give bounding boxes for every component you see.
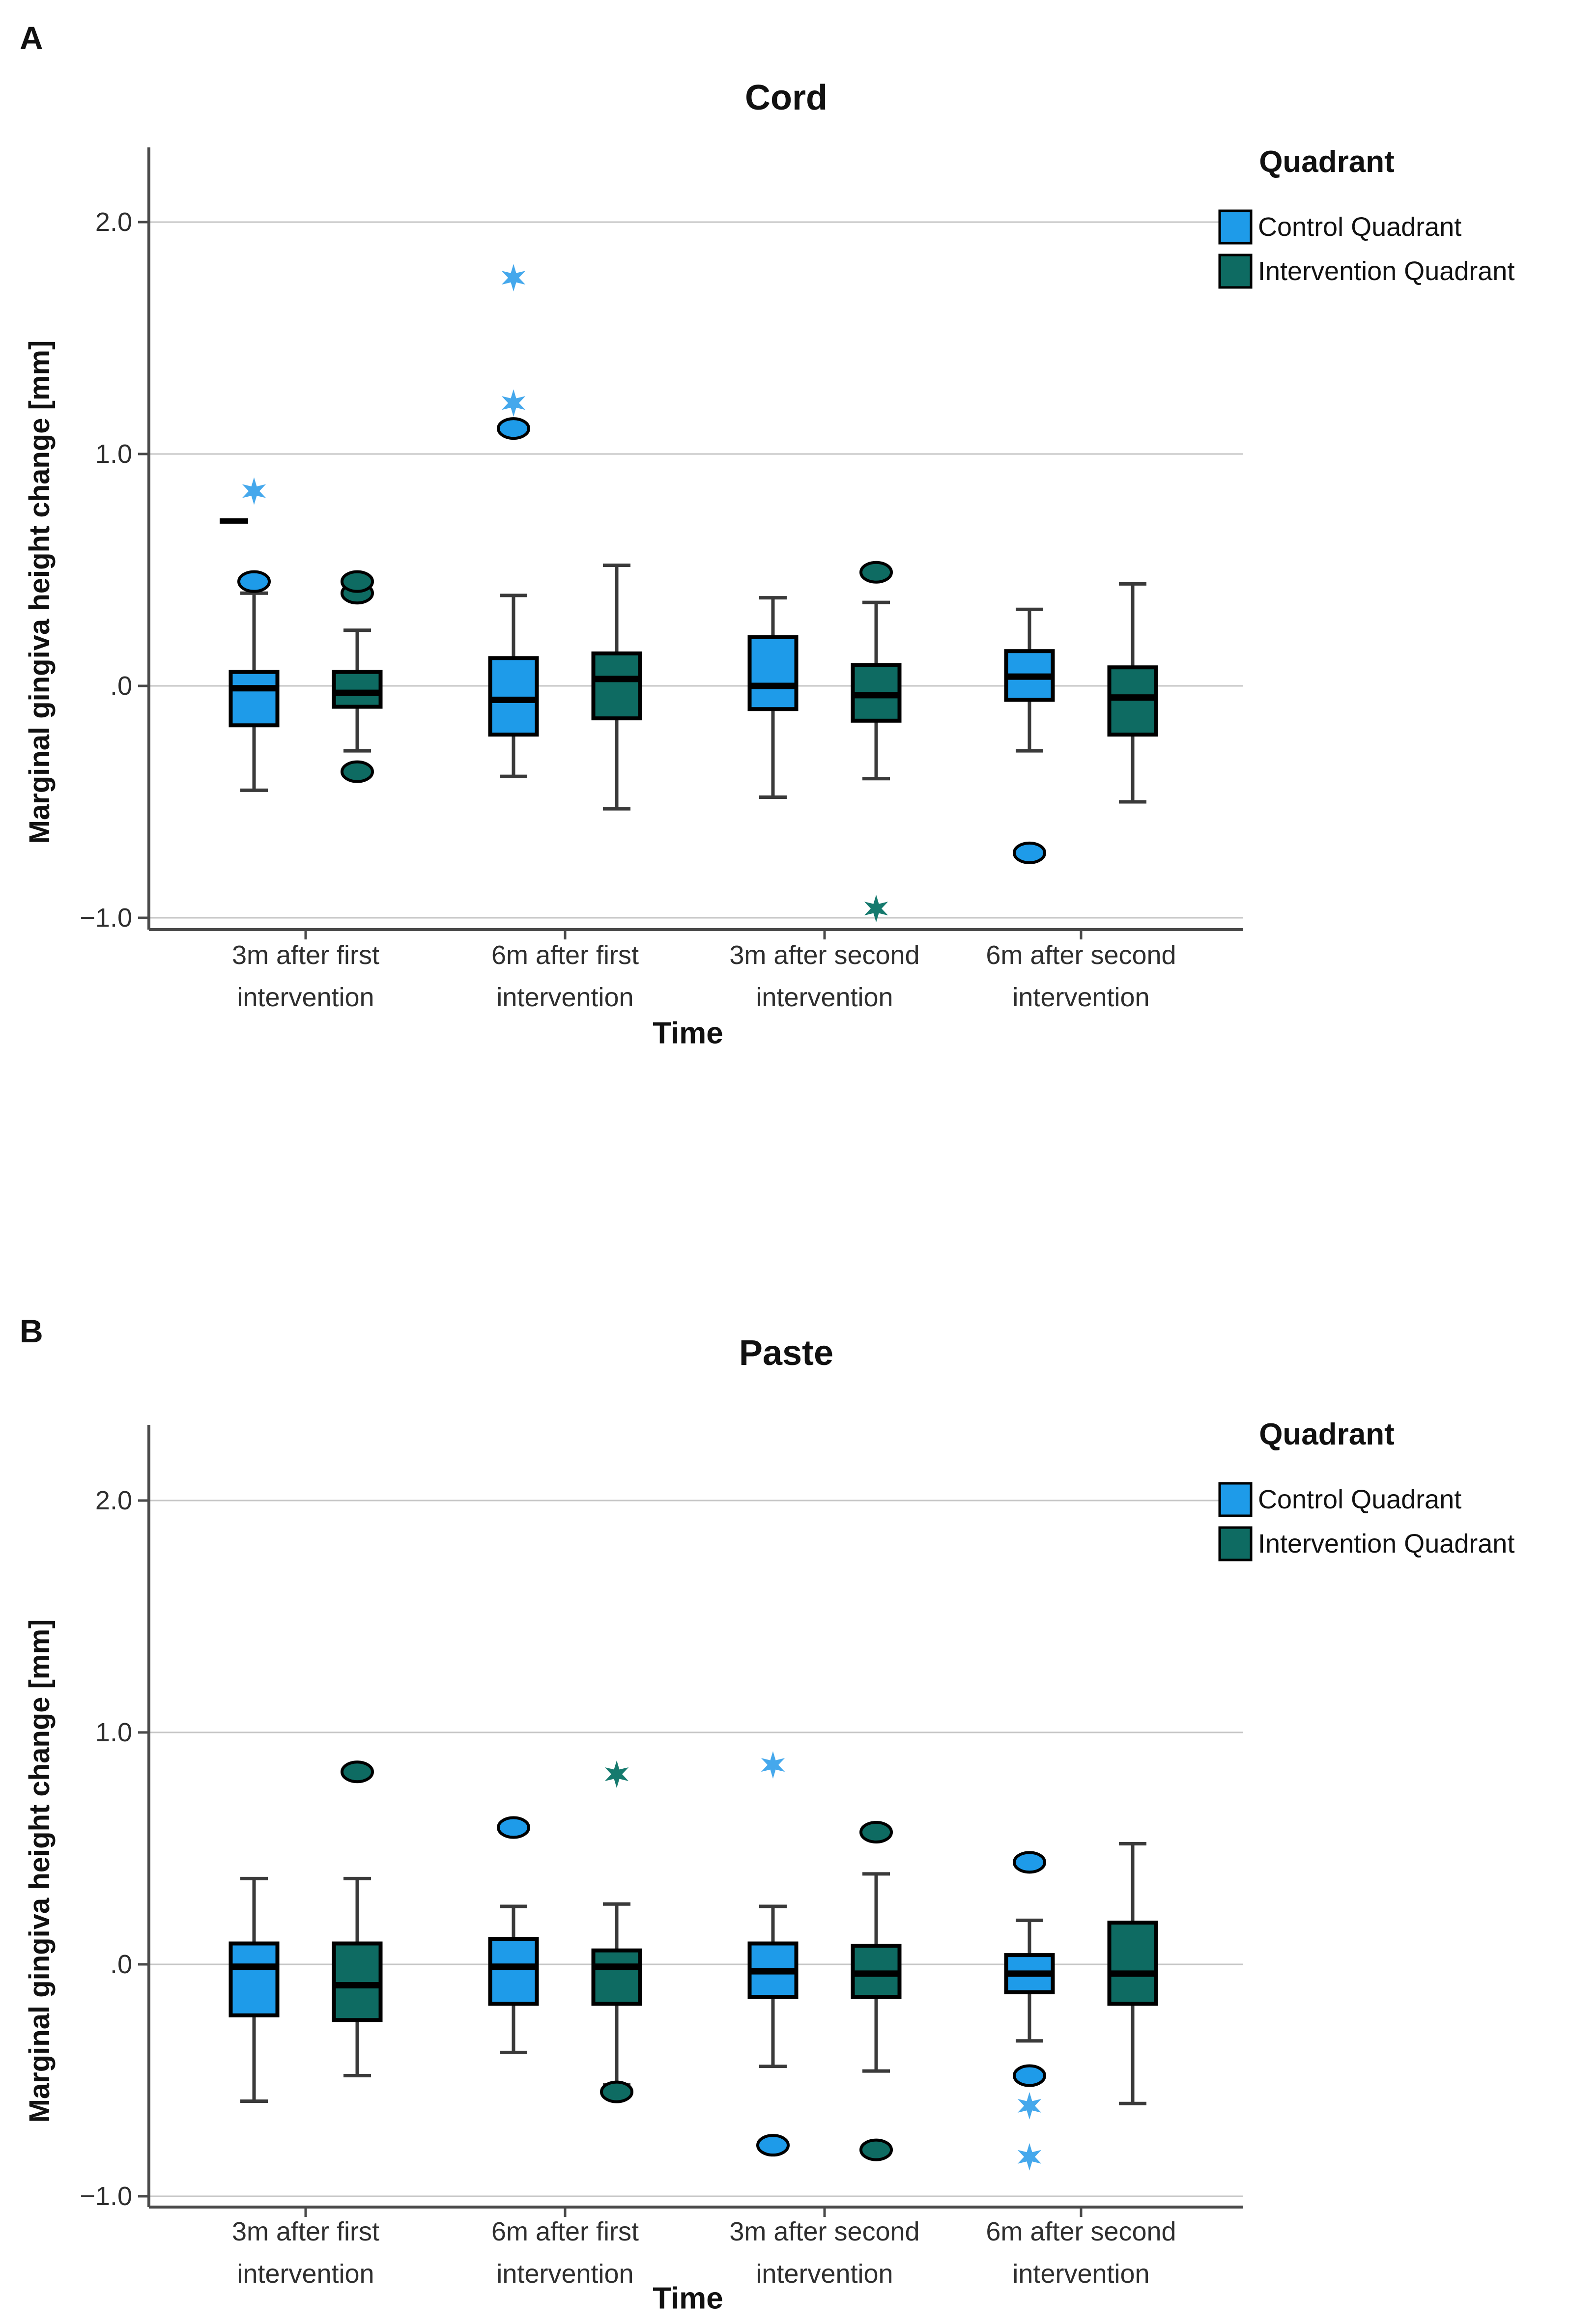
outlier-circle-control-cat4: [1013, 2064, 1046, 2087]
category-label-line2: intervention: [496, 2259, 633, 2289]
y-tick-label: 2.0: [95, 1486, 132, 1515]
box-intervention-cat4: [1107, 665, 1158, 737]
box-control-cat1: [228, 670, 280, 728]
legend-entry-label: Intervention Quadrant: [1258, 1529, 1514, 1559]
box-control-cat2: [488, 656, 539, 737]
outlier-star-control-cat2: [501, 264, 526, 292]
box-control-cat1: [228, 1941, 280, 2017]
category-label-line2: intervention: [1012, 2259, 1149, 2289]
outlier-circle-intervention-cat3: [859, 561, 893, 584]
legend-swatch-intervention: [1218, 1526, 1253, 1561]
outlier-circle-intervention-cat3: [859, 1820, 893, 1843]
y-axis-title: Marginal gingiva height change [mm]: [24, 1619, 56, 2123]
category-label-line1: 3m after second: [729, 940, 919, 970]
outlier-star-intervention-cat2: [604, 1760, 629, 1788]
outlier-star-control-cat2: [501, 389, 526, 417]
outlier-circle-intervention-cat3: [859, 2138, 893, 2161]
legend-swatch-intervention: [1218, 254, 1253, 289]
outlier-circle-intervention-cat1: [341, 1760, 374, 1784]
y-tick-label: .0: [110, 671, 132, 701]
legend-swatch-control: [1218, 209, 1253, 245]
outlier-star-control-cat3: [761, 1751, 785, 1779]
chart-title: Paste: [739, 1333, 833, 1373]
outlier-star-intervention-cat3: [864, 895, 888, 923]
category-label-line1: 3m after first: [232, 2217, 379, 2246]
box-control-cat3: [747, 635, 799, 711]
category-label-line1: 3m after first: [232, 940, 379, 970]
category-label-line1: 3m after second: [729, 2217, 919, 2246]
outlier-circle-intervention-cat1: [341, 760, 374, 783]
y-tick-label: 1.0: [95, 1718, 132, 1747]
box-intervention-cat4: [1107, 1921, 1158, 2006]
legend-swatch-control: [1218, 1482, 1253, 1517]
panel-letter: A: [20, 20, 43, 56]
category-label-line2: intervention: [1012, 983, 1149, 1012]
category-label-line1: 6m after second: [986, 940, 1176, 970]
y-axis-title: Marginal gingiva height change [mm]: [24, 340, 56, 844]
outlier-circle-control-cat4: [1013, 841, 1046, 864]
legend-title: Quadrant: [1259, 145, 1395, 179]
outlier-circle-control-cat2: [497, 417, 530, 440]
legend-entry-label: Control Quadrant: [1258, 1485, 1461, 1514]
outlier-circle-control-cat4: [1013, 1851, 1046, 1874]
box-intervention-cat1: [332, 1941, 383, 2022]
outlier-circle-control-cat2: [497, 1816, 530, 1839]
outlier-star-control-cat4: [1017, 2092, 1042, 2120]
category-label-line2: intervention: [237, 2259, 374, 2289]
y-tick-label: −1.0: [80, 2182, 132, 2211]
box-control-cat2: [488, 1937, 539, 2006]
x-axis-title: Time: [653, 2282, 723, 2316]
y-tick-label: .0: [110, 1950, 132, 1979]
y-tick-label: 2.0: [95, 207, 132, 237]
box-intervention-cat2: [591, 651, 642, 721]
outlier-circle-intervention-cat1: [341, 570, 374, 593]
category-label-line1: 6m after first: [491, 2217, 639, 2246]
legend-entry-label: Intervention Quadrant: [1258, 256, 1514, 286]
box-intervention-cat2: [591, 1948, 642, 2006]
outlier-dash-control-cat1: [220, 518, 248, 524]
x-axis-title: Time: [653, 1017, 723, 1050]
y-tick-label: 1.0: [95, 439, 132, 469]
category-label-line2: intervention: [237, 983, 374, 1012]
outlier-star-control-cat1: [242, 477, 266, 505]
chart-title: Cord: [745, 78, 828, 117]
category-label-line1: 6m after first: [491, 940, 639, 970]
outlier-circle-control-cat1: [237, 570, 271, 593]
box-intervention-cat1: [332, 670, 383, 709]
legend-title: Quadrant: [1259, 1417, 1395, 1451]
outlier-circle-intervention-cat2: [600, 2080, 633, 2103]
outlier-circle-control-cat3: [756, 2134, 790, 2157]
category-label-line1: 6m after second: [986, 2217, 1176, 2246]
category-label-line2: intervention: [496, 983, 633, 1012]
legend-entry-label: Control Quadrant: [1258, 212, 1461, 242]
panel-letter: B: [20, 1313, 43, 1349]
category-label-line2: intervention: [756, 983, 893, 1012]
y-tick-label: −1.0: [80, 903, 132, 933]
category-label-line2: intervention: [756, 2259, 893, 2289]
outlier-star-control-cat4: [1017, 2143, 1042, 2171]
